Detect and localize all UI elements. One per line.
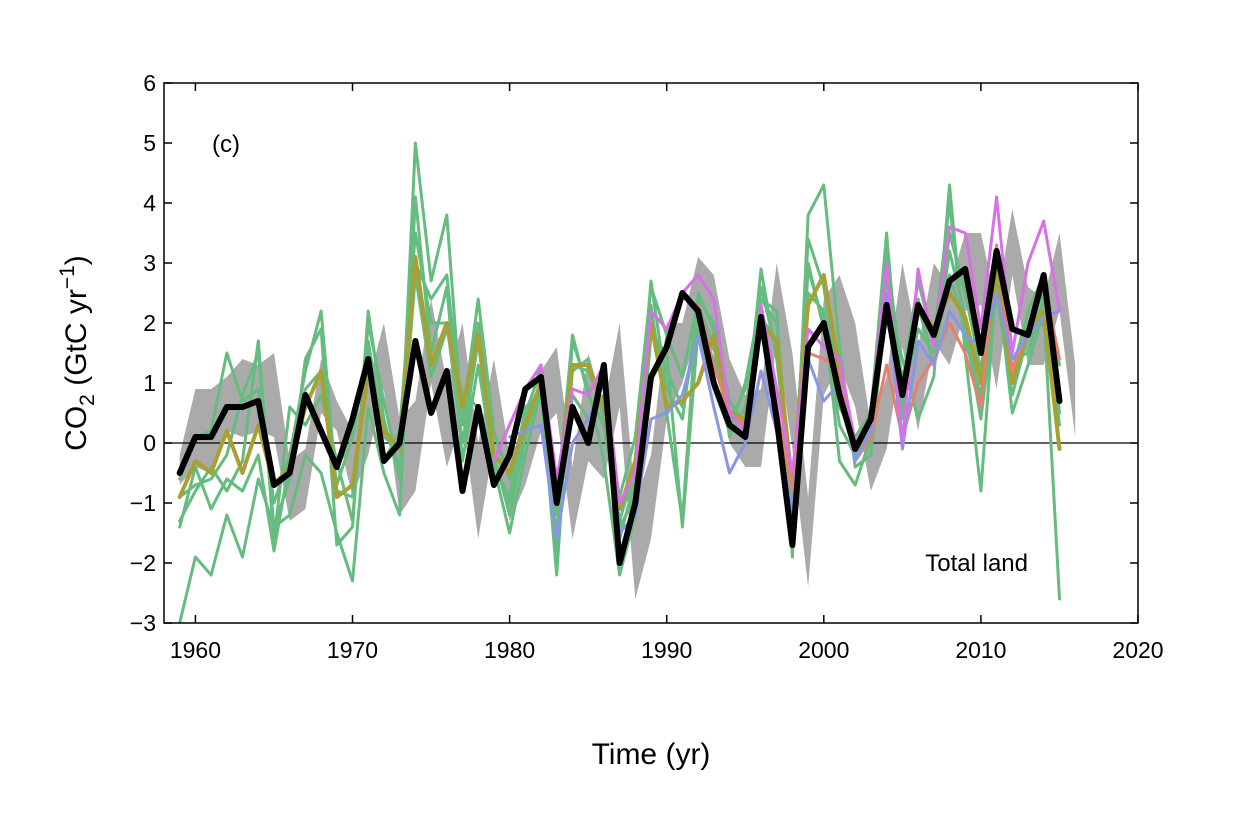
- y-axis-title-sup: −1: [56, 265, 79, 289]
- x-tick-label: 1970: [327, 637, 378, 663]
- plot-frame: [163, 82, 1139, 624]
- series-line-10: [176, 248, 1063, 566]
- y-tick-label: −1: [130, 490, 156, 516]
- y-tick-label: −2: [130, 550, 156, 576]
- y-tick-label: 0: [143, 430, 156, 456]
- x-tick-label: 2020: [1112, 637, 1163, 663]
- y-axis-title-base: CO: [60, 406, 93, 451]
- y-axis-title-sub: 2: [76, 394, 99, 406]
- y-axis-title-mid: (GtC yr: [60, 289, 93, 394]
- panel-label: (c): [212, 131, 240, 158]
- uncertainty-band-area: [179, 209, 1076, 599]
- x-axis-ticks: 1960 1970 1980 1990 2000 2010 2020: [170, 83, 1164, 663]
- y-tick-label: 1: [143, 370, 156, 396]
- y-tick-label: 6: [143, 70, 156, 96]
- y-axis-ticks: −3 −2 −1 0 1 2 3 4 5 6: [130, 70, 1138, 636]
- y-tick-label: 3: [143, 250, 156, 276]
- y-tick-label: 5: [143, 130, 156, 156]
- uncertainty-band: [179, 209, 1076, 599]
- y-tick-label: −3: [130, 610, 156, 636]
- y-axis-title-end: ): [60, 255, 93, 265]
- plot-area: 1960 1970 1980 1990 2000 2010 2020 −3 −2 −1 0 1 2 3 4…: [130, 70, 1164, 663]
- x-tick-label: 1990: [641, 637, 692, 663]
- y-tick-label: 2: [143, 310, 156, 336]
- y-axis-title: CO2 (GtC yr−1): [56, 255, 99, 451]
- series-line-9: [492, 195, 1061, 505]
- annotation-total-land: Total land: [925, 550, 1028, 577]
- x-tick-label: 1960: [170, 637, 221, 663]
- x-tick-label: 1980: [484, 637, 535, 663]
- series-lines: [176, 141, 1063, 623]
- y-tick-label: 4: [143, 190, 156, 216]
- x-tick-label: 2010: [955, 637, 1006, 663]
- x-tick-label: 2000: [798, 637, 849, 663]
- x-axis-title: Time (yr): [592, 738, 711, 771]
